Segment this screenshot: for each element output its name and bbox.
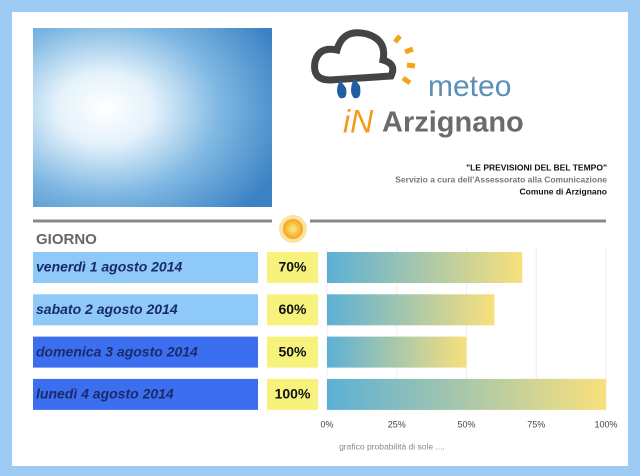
percent-box bbox=[267, 294, 318, 326]
day-box bbox=[33, 378, 258, 410]
x-tick-label: 25% bbox=[388, 419, 406, 429]
bar bbox=[327, 378, 606, 410]
x-tick-label: 75% bbox=[527, 419, 545, 429]
percent-box bbox=[267, 252, 318, 283]
header-title: "LE PREVISIONI DEL BEL TEMPO" bbox=[466, 162, 607, 172]
percent-box bbox=[267, 378, 318, 410]
logo-word: Arzignano bbox=[382, 107, 524, 139]
logo-word: meteo bbox=[428, 70, 511, 103]
bar bbox=[327, 294, 495, 326]
bar bbox=[327, 336, 467, 368]
day-box bbox=[33, 336, 258, 368]
sun-icon bbox=[279, 215, 307, 243]
day-label: domenica 3 agosto 2014 bbox=[36, 343, 198, 359]
day-box bbox=[33, 294, 258, 326]
sky-image bbox=[33, 28, 272, 207]
value-label: 50% bbox=[278, 343, 307, 359]
column-header: GIORNO bbox=[36, 231, 97, 248]
x-tick-label: 50% bbox=[457, 419, 475, 429]
percent-box bbox=[267, 336, 318, 368]
x-axis-label: grafico probabilità di sole .... bbox=[339, 441, 445, 451]
x-tick-label: 100% bbox=[594, 419, 617, 429]
logo-cloud bbox=[311, 29, 416, 99]
day-label: sabato 2 agosto 2014 bbox=[36, 301, 178, 317]
header-subtitle: Servizio a cura dell'Assessorato alla Co… bbox=[395, 174, 607, 184]
value-label: 60% bbox=[278, 301, 307, 317]
x-tick-label: 0% bbox=[320, 419, 333, 429]
logo-word: iN bbox=[343, 103, 374, 139]
day-label: lunedì 4 agosto 2014 bbox=[36, 386, 174, 402]
bar bbox=[327, 252, 523, 283]
day-label: venerdì 1 agosto 2014 bbox=[36, 259, 183, 275]
day-box bbox=[33, 252, 258, 283]
header-author: Comune di Arzignano bbox=[519, 186, 607, 196]
value-label: 70% bbox=[278, 259, 307, 275]
value-label: 100% bbox=[275, 386, 311, 402]
